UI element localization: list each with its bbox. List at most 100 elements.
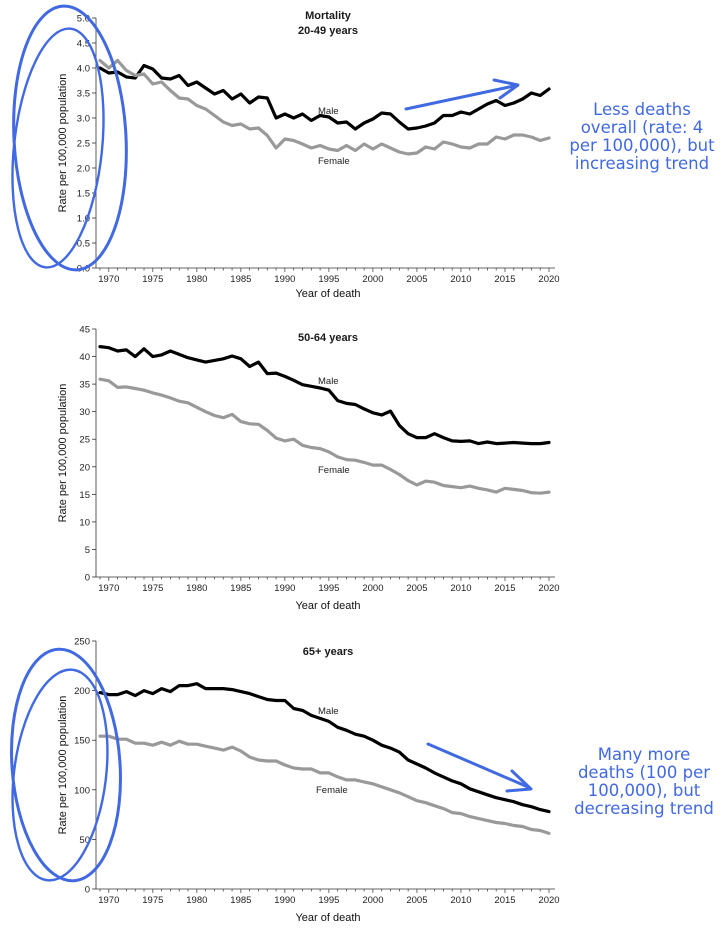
arrow-down-head: [505, 769, 533, 793]
arrow-up-shaft: [404, 84, 516, 111]
annotation-top-line-1: Less deaths: [593, 100, 691, 119]
x-tick-label: 2010: [450, 583, 471, 594]
x-tick-label: 1980: [186, 274, 207, 285]
series-line-female: [98, 734, 551, 836]
x-tick-label: 2000: [362, 583, 383, 594]
x-tick-label: 1995: [318, 895, 339, 906]
y-axis-label: Rate per 100,000 population: [57, 696, 69, 835]
y-tick-label: 25: [79, 435, 90, 446]
x-tick-label: 1985: [230, 895, 251, 906]
annotation-top-line-2: overall (rate: 4: [580, 118, 704, 137]
circle-highlight-top-2: [11, 27, 105, 269]
x-tick-label: 2015: [494, 583, 515, 594]
x-tick-label: 1975: [142, 274, 163, 285]
x-tick-label: 1985: [230, 274, 251, 285]
y-tick-label: 0: [85, 573, 90, 584]
chart-panel-2: 0 5 10 15 20 25 30 35 40 45 1970 1975 1980 1985 1990 19…: [57, 325, 560, 613]
circle-highlight-bottom-1: [10, 647, 122, 883]
annotation-bottom-line-3: 100,000), but: [587, 781, 701, 800]
series-line-female: [98, 58, 551, 156]
y-axis-label: Rate per 100,000 population: [57, 74, 69, 213]
y-tick-label: 100: [74, 785, 90, 796]
series-line-female: [98, 377, 551, 495]
y-tick-label: 3.5: [77, 89, 90, 100]
x-tick-label: 2005: [406, 274, 427, 285]
x-tick-label: 2015: [494, 274, 515, 285]
arrow-down-shaft: [426, 742, 530, 789]
y-tick-label: 5.0: [77, 14, 90, 25]
x-tick-label: 2020: [538, 583, 559, 594]
circle-highlight-bottom-2: [11, 668, 109, 882]
x-tick-label: 2020: [538, 274, 559, 285]
y-tick-label: 35: [79, 380, 90, 391]
y-tick-label: 2.5: [77, 139, 90, 150]
chart-title-line-2: 20-49 years: [298, 25, 358, 37]
y-tick-label: 3.0: [77, 114, 90, 125]
x-tick-label: 1990: [274, 274, 295, 285]
x-tick-label: 2015: [494, 895, 515, 906]
x-axis-label: Year of death: [295, 600, 360, 612]
x-tick-label: 1995: [318, 583, 339, 594]
y-tick-label: 5: [85, 545, 90, 556]
series-label-male: Male: [318, 106, 339, 117]
annotation-bottom-line-2: deaths (100 per: [577, 763, 711, 782]
y-tick-label: 4.5: [77, 39, 90, 50]
x-tick-label: 1995: [318, 274, 339, 285]
circle-highlight-top-1: [12, 4, 128, 272]
x-tick-label: 1975: [142, 583, 163, 594]
x-axis-label: Year of death: [295, 288, 360, 300]
y-tick-label: 1.5: [77, 189, 90, 200]
arrow-up-head: [492, 78, 520, 100]
y-tick-label: 10: [79, 517, 90, 528]
y-tick-label: 200: [74, 686, 90, 697]
x-tick-label: 1975: [142, 895, 163, 906]
annotation-top-line-4: increasing trend: [574, 154, 710, 173]
x-tick-label: 2000: [362, 274, 383, 285]
y-tick-label: 250: [74, 637, 90, 648]
y-tick-label: 45: [79, 325, 90, 336]
series-label-female: Female: [318, 465, 350, 476]
series-line-male: [98, 63, 551, 131]
x-tick-label: 1970: [98, 583, 119, 594]
y-tick-label: 30: [79, 407, 90, 418]
y-tick-label: 150: [74, 736, 90, 747]
x-tick-label: 2005: [406, 583, 427, 594]
series-label-female: Female: [318, 156, 350, 167]
x-tick-label: 1985: [230, 583, 251, 594]
x-tick-label: 2005: [406, 895, 427, 906]
x-tick-label: 2010: [450, 274, 471, 285]
x-tick-label: 1980: [186, 583, 207, 594]
chart-title-line-1: Mortality: [305, 10, 352, 22]
annotation-marks: [10, 4, 533, 883]
chart-title-line-1: 50-64 years: [298, 332, 358, 344]
y-tick-label: 40: [79, 352, 90, 363]
series-label-male: Male: [318, 706, 339, 717]
x-tick-label: 1970: [98, 895, 119, 906]
x-tick-label: 1990: [274, 895, 295, 906]
x-axis-label: Year of death: [295, 912, 360, 924]
chart-title-line-1: 65+ years: [303, 646, 353, 658]
x-tick-label: 1970: [98, 274, 119, 285]
annotation-top: Less deaths overall (rate: 4 per 100,000…: [560, 101, 724, 173]
series-line-male: [98, 345, 551, 446]
series-label-female: Female: [316, 785, 348, 796]
series-line-male: [98, 682, 551, 814]
annotation-bottom-line-4: decreasing trend: [574, 799, 714, 818]
annotation-top-line-3: per 100,000), but: [569, 136, 715, 155]
x-tick-label: 1990: [274, 583, 295, 594]
y-tick-label: 20: [79, 462, 90, 473]
y-tick-label: 1.0: [77, 214, 90, 225]
y-axis-label: Rate per 100,000 population: [57, 384, 69, 523]
y-tick-label: 0: [85, 885, 90, 896]
series-label-male: Male: [318, 376, 339, 387]
x-tick-label: 2000: [362, 895, 383, 906]
x-tick-label: 2020: [538, 895, 559, 906]
y-tick-label: 50: [79, 835, 90, 846]
x-tick-label: 2010: [450, 895, 471, 906]
x-tick-label: 1980: [186, 895, 207, 906]
annotation-bottom-line-1: Many more: [597, 745, 691, 764]
chart-panel-3: 0 50 100 150 200 250 1970 1975 1980 1985 1990 1995 2…: [57, 637, 560, 925]
y-tick-label: 4.0: [77, 64, 90, 75]
